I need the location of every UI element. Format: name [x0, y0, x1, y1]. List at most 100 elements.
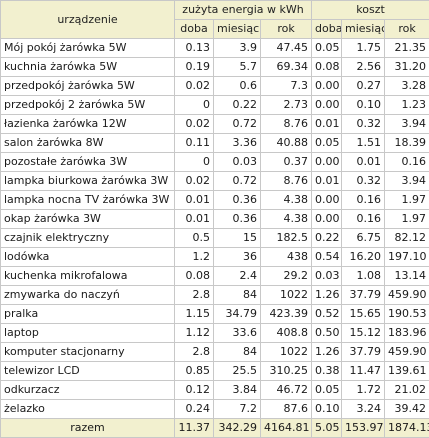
energy-month-cell: 84	[214, 286, 261, 305]
total-cost-year: 1874.13	[385, 419, 429, 438]
energy-month-cell: 2.4	[214, 267, 261, 286]
cost-month-cell: 37.79	[342, 286, 385, 305]
energy-day-cell: 0.02	[175, 172, 214, 191]
energy-month-cell: 7.2	[214, 400, 261, 419]
energy-month-cell: 15	[214, 229, 261, 248]
device-column-header: urządzenie	[1, 1, 175, 39]
energy-year-cell: 182.5	[261, 229, 312, 248]
energy-year-cell: 408.8	[261, 324, 312, 343]
cost-year-cell: 1.23	[385, 96, 429, 115]
device-name-cell: łazienka żarówka 12W	[1, 115, 175, 134]
cost-day-cell: 0.05	[312, 381, 342, 400]
energy-month-cell: 3.36	[214, 134, 261, 153]
energy-month-header: miesiąc	[214, 20, 261, 39]
device-name-cell: żelazko	[1, 400, 175, 419]
cost-year-cell: 0.16	[385, 153, 429, 172]
cost-year-cell: 31.20	[385, 58, 429, 77]
cost-month-cell: 0.32	[342, 172, 385, 191]
energy-month-cell: 36	[214, 248, 261, 267]
energy-month-cell: 25.5	[214, 362, 261, 381]
energy-day-cell: 0.02	[175, 77, 214, 96]
device-name-cell: okap żarówka 3W	[1, 210, 175, 229]
cost-month-cell: 0.10	[342, 96, 385, 115]
cost-day-cell: 0.38	[312, 362, 342, 381]
energy-year-header: rok	[261, 20, 312, 39]
energy-year-cell: 423.39	[261, 305, 312, 324]
cost-month-header: miesiąc	[342, 20, 385, 39]
energy-year-cell: 0.37	[261, 153, 312, 172]
energy-day-header: doba	[175, 20, 214, 39]
energy-day-cell: 0.24	[175, 400, 214, 419]
device-name-cell: lampka nocna TV żarówka 3W	[1, 191, 175, 210]
device-name-cell: Mój pokój żarówka 5W	[1, 39, 175, 58]
energy-month-cell: 0.72	[214, 172, 261, 191]
total-cost-month: 153.97	[342, 419, 385, 438]
device-name-cell: salon żarówka 8W	[1, 134, 175, 153]
cost-day-cell: 0.01	[312, 115, 342, 134]
device-name-cell: komputer stacjonarny	[1, 343, 175, 362]
cost-month-cell: 0.01	[342, 153, 385, 172]
energy-year-cell: 438	[261, 248, 312, 267]
energy-year-cell: 8.76	[261, 172, 312, 191]
cost-year-cell: 3.94	[385, 115, 429, 134]
energy-year-cell: 40.88	[261, 134, 312, 153]
energy-day-cell: 0.08	[175, 267, 214, 286]
energy-day-cell: 0.19	[175, 58, 214, 77]
cost-year-header: rok	[385, 20, 429, 39]
energy-month-cell: 3.9	[214, 39, 261, 58]
energy-month-cell: 0.22	[214, 96, 261, 115]
energy-day-cell: 1.12	[175, 324, 214, 343]
totals-label: razem	[1, 419, 175, 438]
energy-year-cell: 7.3	[261, 77, 312, 96]
cost-month-cell: 1.72	[342, 381, 385, 400]
cost-day-cell: 0.03	[312, 267, 342, 286]
cost-month-cell: 0.16	[342, 191, 385, 210]
energy-month-cell: 0.03	[214, 153, 261, 172]
cost-day-cell: 0.01	[312, 172, 342, 191]
energy-day-cell: 0.12	[175, 381, 214, 400]
energy-month-cell: 0.36	[214, 210, 261, 229]
cost-day-cell: 0.10	[312, 400, 342, 419]
energy-group-header: zużyta energia w kWh	[175, 1, 312, 20]
energy-month-cell: 5.7	[214, 58, 261, 77]
cost-day-cell: 0.50	[312, 324, 342, 343]
cost-month-cell: 16.20	[342, 248, 385, 267]
cost-year-cell: 139.61	[385, 362, 429, 381]
cost-day-cell: 0.05	[312, 39, 342, 58]
energy-day-cell: 0.02	[175, 115, 214, 134]
cost-day-cell: 1.26	[312, 343, 342, 362]
cost-year-cell: 197.10	[385, 248, 429, 267]
energy-year-cell: 1022	[261, 343, 312, 362]
cost-month-cell: 37.79	[342, 343, 385, 362]
cost-day-cell: 0.00	[312, 77, 342, 96]
cost-month-cell: 15.12	[342, 324, 385, 343]
energy-day-cell: 2.8	[175, 343, 214, 362]
cost-month-cell: 6.75	[342, 229, 385, 248]
energy-month-cell: 0.72	[214, 115, 261, 134]
cost-year-cell: 39.42	[385, 400, 429, 419]
device-name-cell: pozostałe żarówka 3W	[1, 153, 175, 172]
energy-month-cell: 34.79	[214, 305, 261, 324]
cost-month-cell: 3.24	[342, 400, 385, 419]
cost-day-cell: 1.26	[312, 286, 342, 305]
total-energy-month: 342.29	[214, 419, 261, 438]
energy-day-cell: 1.2	[175, 248, 214, 267]
cost-year-cell: 190.53	[385, 305, 429, 324]
cost-day-cell: 0.05	[312, 134, 342, 153]
cost-month-cell: 11.47	[342, 362, 385, 381]
device-name-cell: pralka	[1, 305, 175, 324]
